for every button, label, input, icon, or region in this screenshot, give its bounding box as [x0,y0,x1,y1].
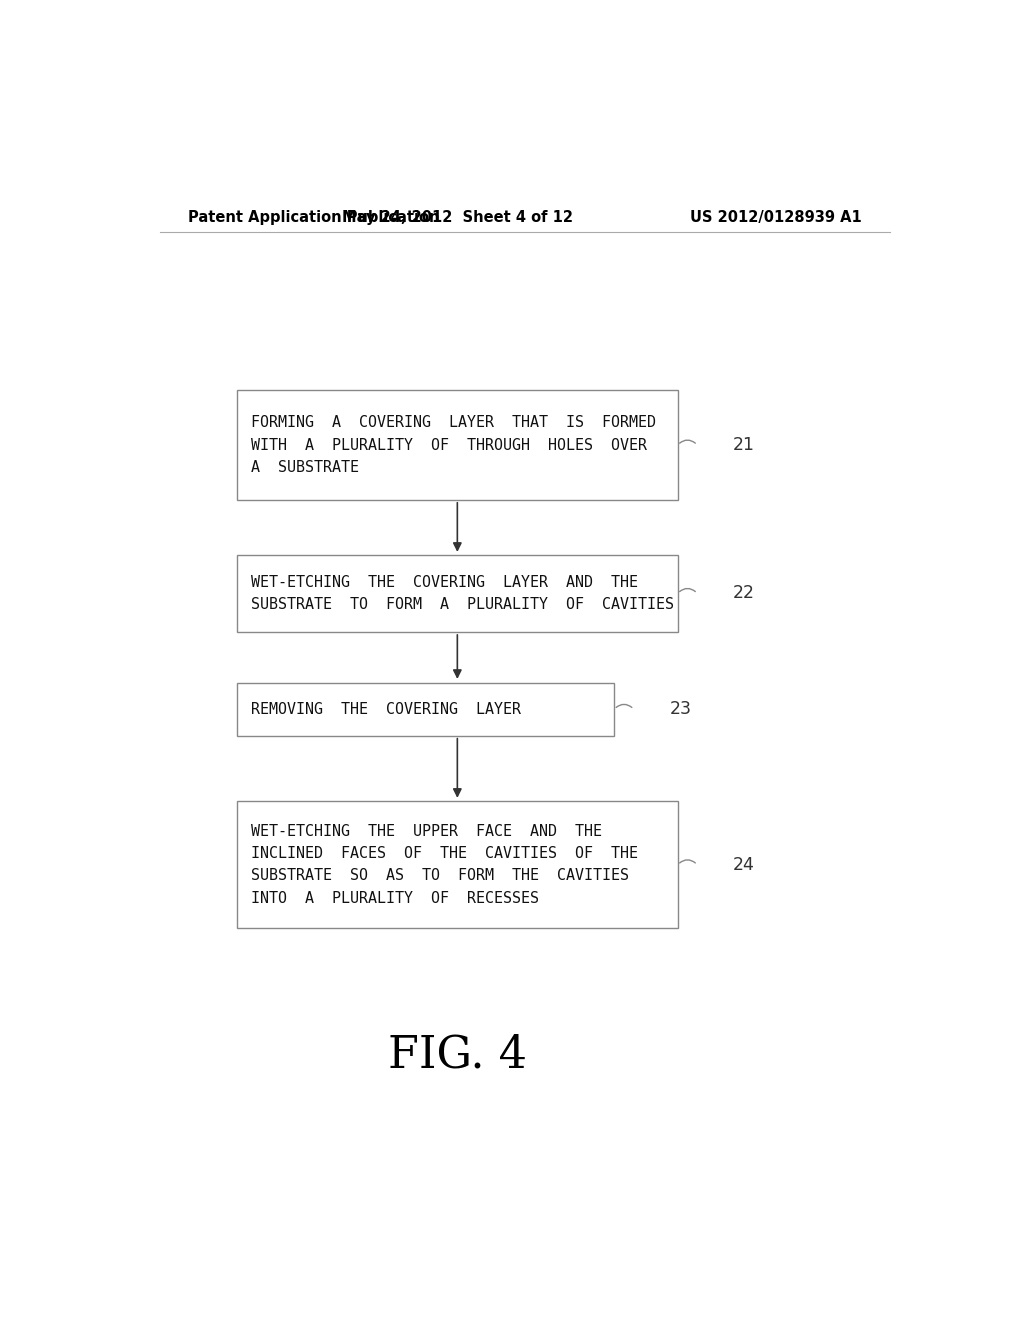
Bar [238,801,678,928]
Text: 22: 22 [733,585,755,602]
Text: FORMING  A  COVERING  LAYER  THAT  IS  FORMED
WITH  A  PLURALITY  OF  THROUGH  H: FORMING A COVERING LAYER THAT IS FORMED … [252,416,656,475]
Text: US 2012/0128939 A1: US 2012/0128939 A1 [690,210,862,224]
Text: 21: 21 [733,436,755,454]
Text: May 24, 2012  Sheet 4 of 12: May 24, 2012 Sheet 4 of 12 [342,210,572,224]
Text: WET-ETCHING  THE  UPPER  FACE  AND  THE
INCLINED  FACES  OF  THE  CAVITIES  OF  : WET-ETCHING THE UPPER FACE AND THE INCLI… [252,824,638,906]
Text: Patent Application Publication: Patent Application Publication [187,210,439,224]
Text: FIG. 4: FIG. 4 [388,1034,526,1076]
Bar [238,682,614,735]
Text: WET-ETCHING  THE  COVERING  LAYER  AND  THE
SUBSTRATE  TO  FORM  A  PLURALITY  O: WET-ETCHING THE COVERING LAYER AND THE S… [252,574,675,612]
Text: 23: 23 [670,701,691,718]
Bar [238,556,678,631]
Text: REMOVING  THE  COVERING  LAYER: REMOVING THE COVERING LAYER [252,702,521,717]
Text: 24: 24 [733,855,755,874]
Bar [238,391,678,500]
